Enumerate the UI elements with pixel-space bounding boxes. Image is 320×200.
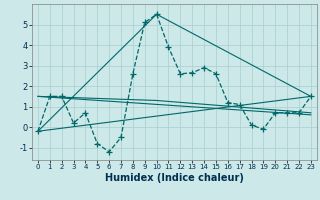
X-axis label: Humidex (Indice chaleur): Humidex (Indice chaleur): [105, 173, 244, 183]
